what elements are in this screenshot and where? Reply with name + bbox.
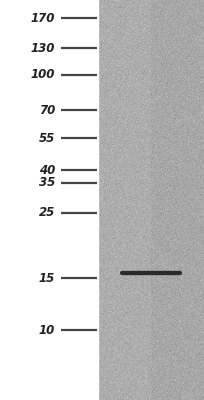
Text: 55: 55 — [39, 132, 55, 144]
Text: 35: 35 — [39, 176, 55, 190]
Text: 170: 170 — [31, 12, 55, 24]
Text: 40: 40 — [39, 164, 55, 176]
Text: 100: 100 — [31, 68, 55, 82]
Text: 10: 10 — [39, 324, 55, 336]
Text: 25: 25 — [39, 206, 55, 220]
Bar — [0, 0, 98, 400]
Text: 15: 15 — [39, 272, 55, 284]
Text: 70: 70 — [39, 104, 55, 116]
Text: 130: 130 — [31, 42, 55, 54]
